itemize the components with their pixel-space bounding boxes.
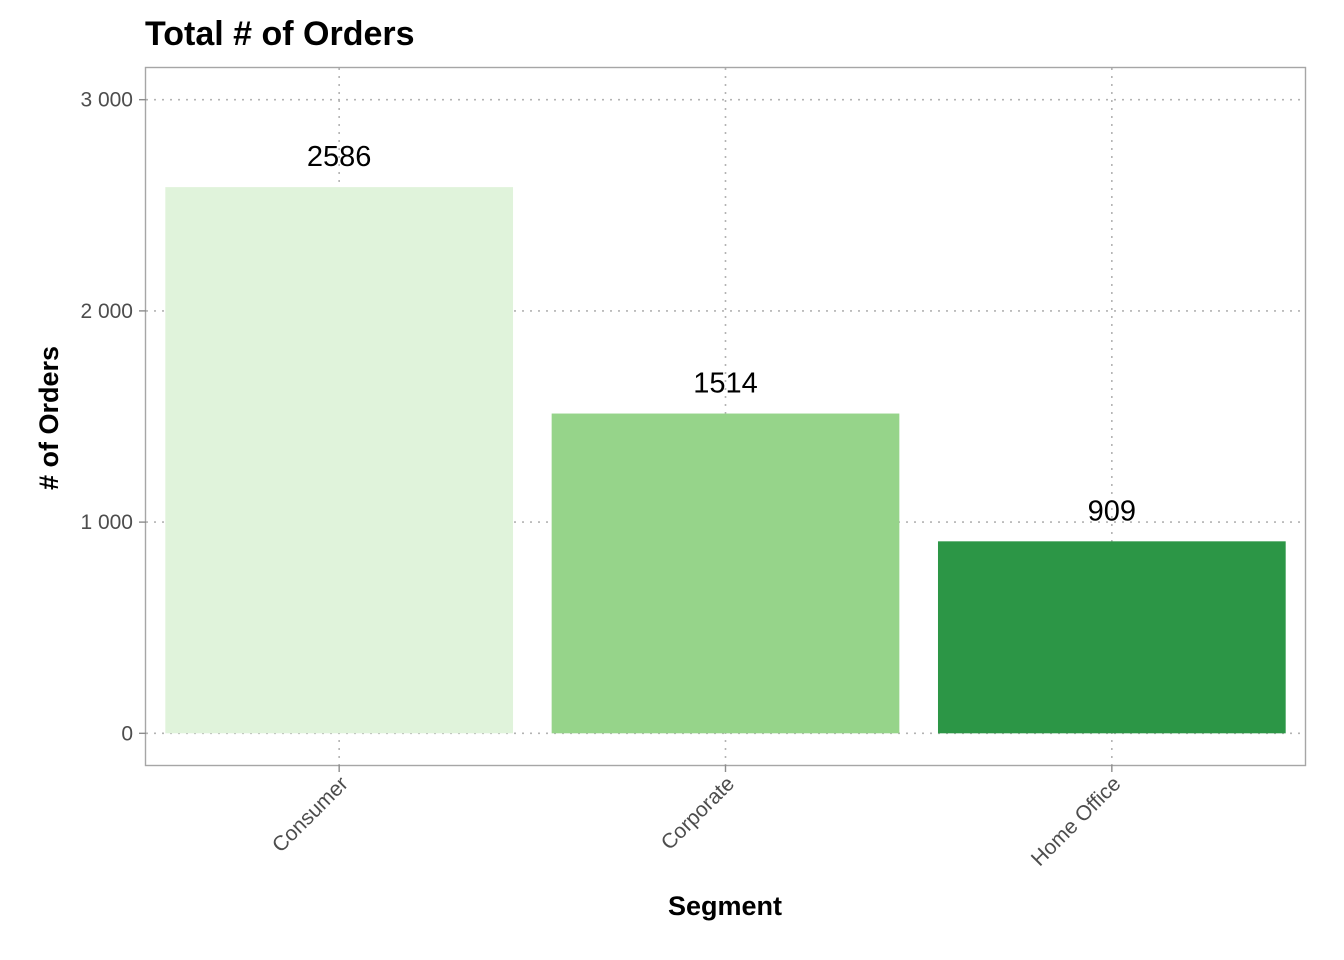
y-tick-label: 1 000 [80,511,133,534]
y-axis: 0 1 000 2 000 3 000 [80,89,146,745]
data-label: 909 [1088,495,1136,527]
bar-home-office [937,541,1286,734]
data-label: 2586 [307,141,372,173]
y-axis-title: # of Orders [34,346,64,490]
y-tick-label: 3 000 [80,89,133,112]
data-labels: 2586 1514 909 [307,141,1136,527]
x-tick-label: Corporate [657,772,739,854]
x-tick-label: Consumer [268,772,353,857]
chart-title: Total # of Orders [145,15,415,53]
data-label: 1514 [693,368,758,400]
bars [165,187,1286,734]
bar-consumer [165,187,514,734]
bar-corporate [551,413,900,734]
x-tick-label: Home Office [1027,772,1126,871]
y-tick-label: 2 000 [80,300,133,323]
x-axis-title: Segment [668,891,782,921]
y-tick-label: 0 [121,722,133,745]
x-axis: Consumer Corporate Home Office [268,765,1125,871]
